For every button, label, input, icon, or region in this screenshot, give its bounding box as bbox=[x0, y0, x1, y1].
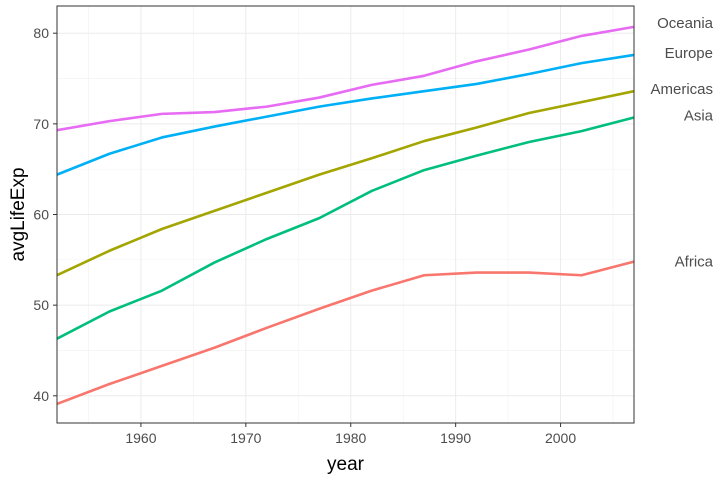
y-tick-label: 50 bbox=[33, 297, 49, 313]
y-tick-label: 60 bbox=[33, 207, 49, 223]
series-line-europe bbox=[56, 53, 635, 176]
series-line-asia bbox=[56, 116, 635, 340]
x-tick-label: 1980 bbox=[335, 430, 366, 446]
x-tick-label: 1960 bbox=[125, 430, 156, 446]
series-label-europe: Europe bbox=[665, 45, 713, 62]
series-lines bbox=[56, 25, 635, 406]
series-label-americas: Americas bbox=[650, 81, 713, 98]
y-tick-label: 80 bbox=[33, 25, 49, 41]
series-line-americas bbox=[56, 89, 635, 277]
series-label-oceania: Oceania bbox=[657, 15, 714, 32]
x-axis-ticks: 1960 1970 1980 1990 2000 bbox=[125, 423, 576, 446]
y-tick-label: 40 bbox=[33, 388, 49, 404]
series-label-africa: Africa bbox=[675, 254, 714, 271]
x-tick-label: 1990 bbox=[440, 430, 471, 446]
series-label-asia: Asia bbox=[684, 108, 714, 125]
series-labels: Africa Americas Asia Europe Oceania bbox=[650, 15, 713, 271]
series-line-oceania bbox=[56, 25, 635, 132]
x-tick-label: 2000 bbox=[545, 430, 576, 446]
x-tick-label: 1970 bbox=[230, 430, 261, 446]
y-axis-ticks: 40 50 60 70 80 bbox=[33, 25, 57, 404]
gridlines bbox=[57, 6, 634, 423]
x-axis-title: year bbox=[327, 454, 365, 475]
y-tick-label: 70 bbox=[33, 116, 49, 132]
y-axis-title: avgLifeExp bbox=[8, 167, 29, 261]
series-line-africa bbox=[56, 260, 635, 406]
